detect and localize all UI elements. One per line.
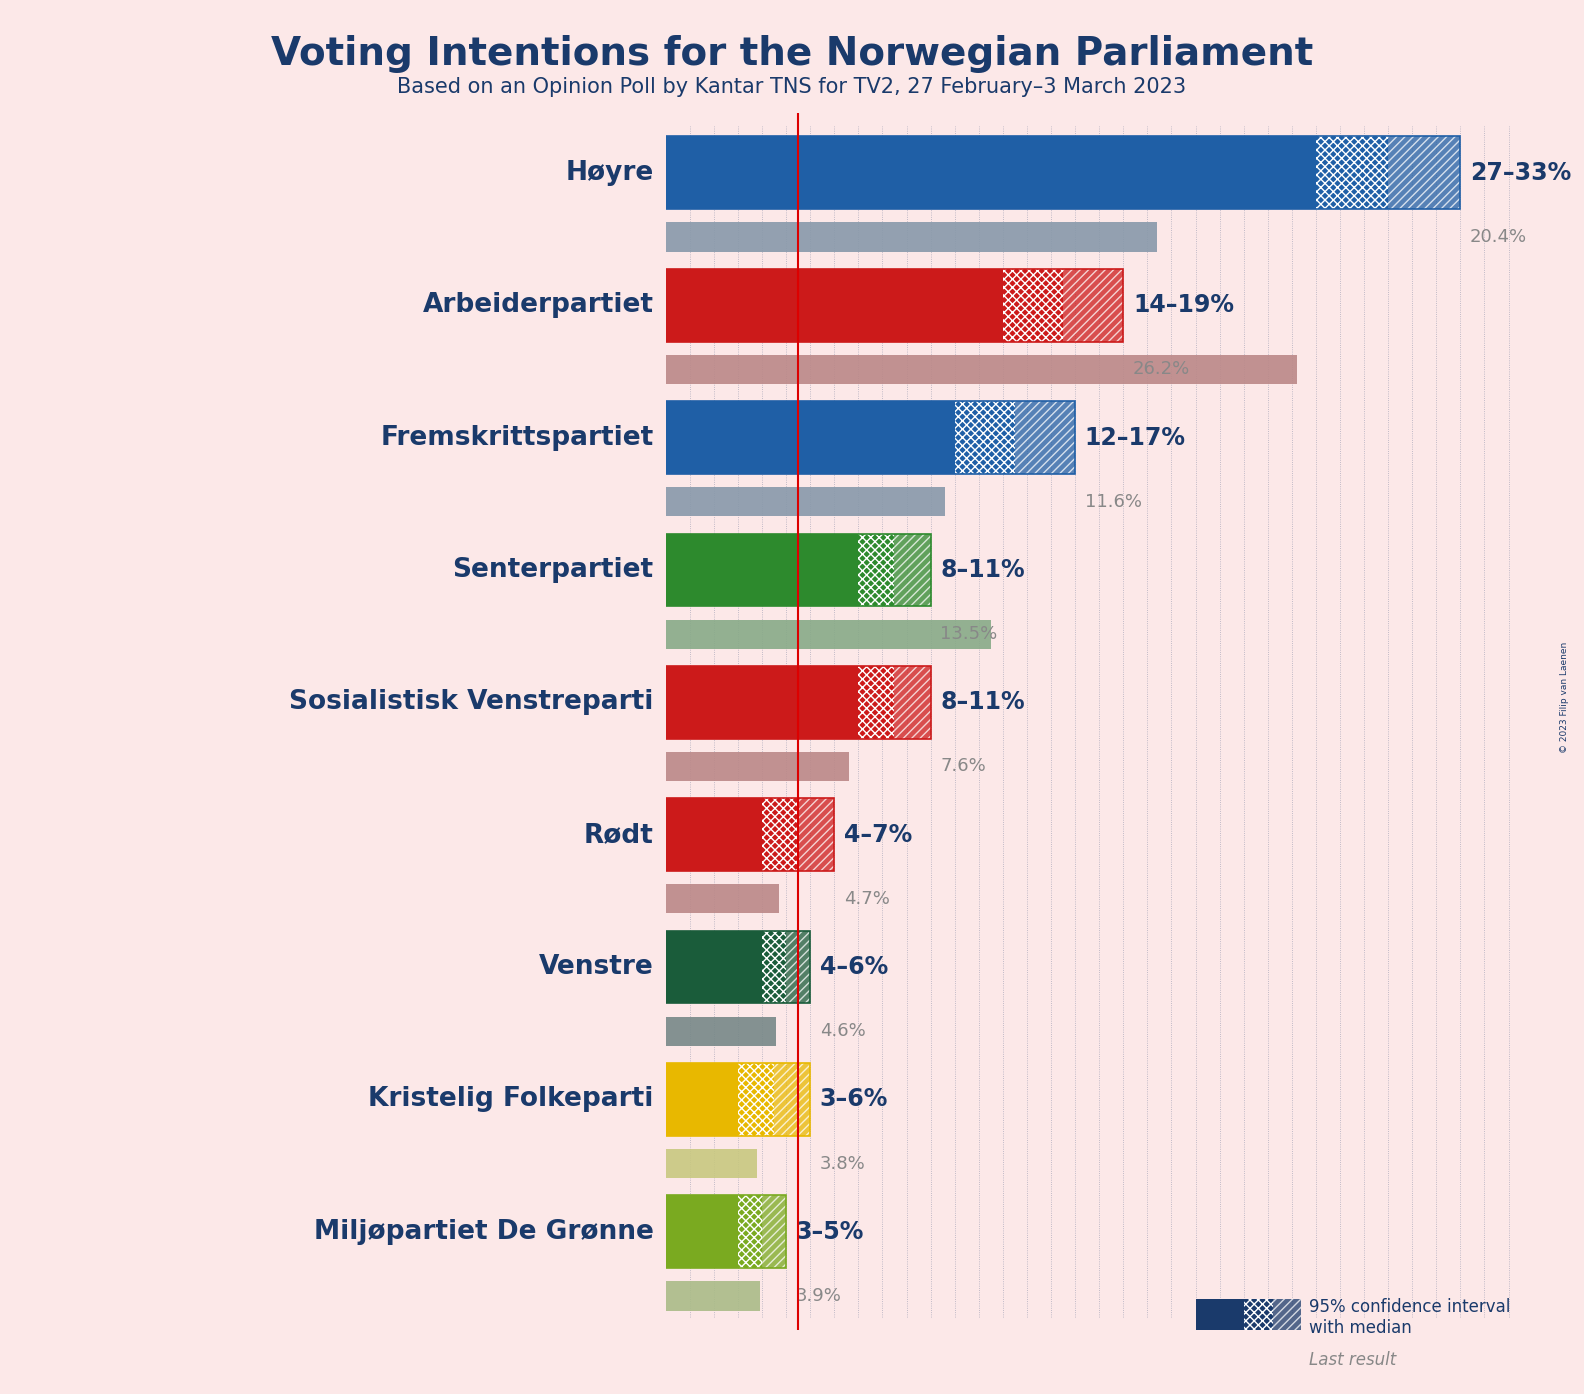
- Bar: [665, 223, 1156, 251]
- Bar: [665, 1016, 776, 1046]
- Bar: [1196, 1299, 1243, 1335]
- Bar: [1003, 269, 1063, 342]
- Text: 8–11%: 8–11%: [941, 690, 1025, 714]
- Bar: [798, 799, 835, 871]
- Text: 26.2%: 26.2%: [1133, 361, 1190, 378]
- Bar: [1316, 137, 1388, 209]
- Text: 11.6%: 11.6%: [1085, 492, 1142, 510]
- Bar: [665, 534, 859, 606]
- Bar: [1015, 401, 1076, 474]
- Bar: [1272, 1299, 1302, 1335]
- Bar: [665, 931, 762, 1004]
- Bar: [895, 666, 931, 739]
- Bar: [762, 799, 798, 871]
- Text: Last result: Last result: [1308, 1351, 1396, 1369]
- Bar: [762, 1196, 786, 1269]
- Bar: [955, 401, 1015, 474]
- Text: 14–19%: 14–19%: [1133, 293, 1234, 318]
- Text: Arbeiderpartiet: Arbeiderpartiet: [423, 293, 654, 318]
- Text: 3.9%: 3.9%: [795, 1287, 841, 1305]
- Text: 3–6%: 3–6%: [821, 1087, 889, 1111]
- Text: Voting Intentions for the Norwegian Parliament: Voting Intentions for the Norwegian Parl…: [271, 35, 1313, 72]
- Text: 4–7%: 4–7%: [844, 822, 912, 846]
- Bar: [665, 751, 849, 781]
- Text: 12–17%: 12–17%: [1085, 425, 1186, 449]
- Text: 4.7%: 4.7%: [844, 889, 890, 907]
- Bar: [665, 355, 1297, 383]
- Text: 8–11%: 8–11%: [941, 558, 1025, 581]
- Bar: [1243, 1299, 1272, 1335]
- Bar: [665, 666, 859, 739]
- Text: 4–6%: 4–6%: [821, 955, 889, 979]
- Bar: [895, 534, 931, 606]
- Text: Sosialistisk Venstreparti: Sosialistisk Venstreparti: [290, 689, 654, 715]
- Text: 27–33%: 27–33%: [1470, 160, 1571, 185]
- Text: Venstre: Venstre: [539, 953, 654, 980]
- Text: Fremskrittspartiet: Fremskrittspartiet: [380, 425, 654, 450]
- Bar: [738, 1196, 762, 1269]
- Text: 13.5%: 13.5%: [941, 625, 998, 643]
- Bar: [762, 931, 786, 1004]
- Text: Kristelig Folkeparti: Kristelig Folkeparti: [369, 1086, 654, 1112]
- Bar: [665, 619, 992, 648]
- Text: 4.6%: 4.6%: [821, 1022, 865, 1040]
- Bar: [775, 1064, 809, 1136]
- Bar: [738, 1064, 775, 1136]
- Bar: [665, 487, 946, 516]
- Text: 20.4%: 20.4%: [1470, 229, 1527, 245]
- Text: 7.6%: 7.6%: [941, 757, 985, 775]
- Bar: [665, 1064, 738, 1136]
- Bar: [665, 1196, 738, 1269]
- Text: 3–5%: 3–5%: [795, 1220, 865, 1243]
- Bar: [859, 666, 895, 739]
- Bar: [665, 884, 779, 913]
- Bar: [665, 137, 1316, 209]
- Text: Senterpartiet: Senterpartiet: [453, 558, 654, 583]
- Bar: [665, 1149, 757, 1178]
- Text: 3.8%: 3.8%: [821, 1154, 865, 1172]
- Bar: [665, 799, 762, 871]
- Bar: [665, 269, 1003, 342]
- Bar: [786, 931, 809, 1004]
- Bar: [1196, 1348, 1302, 1370]
- Text: Høyre: Høyre: [565, 160, 654, 185]
- Bar: [1388, 137, 1460, 209]
- Text: Based on an Opinion Poll by Kantar TNS for TV2, 27 February–3 March 2023: Based on an Opinion Poll by Kantar TNS f…: [398, 77, 1186, 96]
- Bar: [1063, 269, 1123, 342]
- Text: 95% confidence interval
with median: 95% confidence interval with median: [1308, 1298, 1510, 1337]
- Text: Rødt: Rødt: [584, 821, 654, 848]
- Bar: [665, 1281, 760, 1310]
- Bar: [665, 401, 955, 474]
- Text: © 2023 Filip van Laenen: © 2023 Filip van Laenen: [1560, 641, 1570, 753]
- Bar: [859, 534, 895, 606]
- Text: Miljøpartiet De Grønne: Miljøpartiet De Grønne: [314, 1218, 654, 1245]
